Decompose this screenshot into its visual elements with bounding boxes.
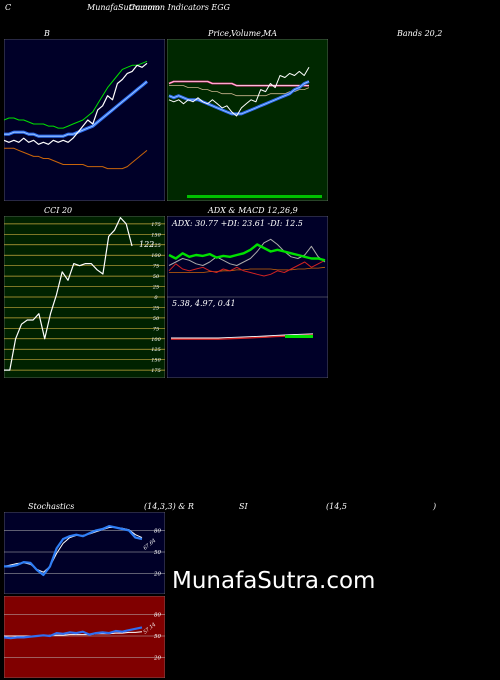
osc-tick-label: 50 xyxy=(154,550,161,556)
cci-tick-label: 25 xyxy=(152,285,159,291)
adx-line xyxy=(168,243,326,262)
cci-tick-label: 125 xyxy=(151,243,161,249)
cci-tick-label: 50 xyxy=(153,274,160,280)
osc-tick-label: 50 xyxy=(154,634,161,640)
cci-tick-label: 150 xyxy=(151,358,161,364)
cci-tick-label: 175 xyxy=(151,368,161,374)
macd-readout: 5.38, 4.97, 0.41 xyxy=(172,299,236,308)
header-c: C xyxy=(5,3,12,12)
cci-tick-label: 25 xyxy=(152,305,159,311)
title-bands: Bands 20,2 xyxy=(397,29,443,38)
cci-tick-label: 50 xyxy=(153,316,160,322)
title-rsi-close: ) xyxy=(433,502,437,511)
title-si: SI xyxy=(239,502,248,511)
title-stochastics: Stochastics xyxy=(28,502,75,511)
title-ma: MA xyxy=(263,29,277,38)
price-ma-chart xyxy=(167,39,328,201)
title-cci: CCI 20 xyxy=(44,206,73,215)
ma-pink-highlight xyxy=(168,81,309,86)
bb-upper-band xyxy=(4,60,148,129)
cci-tick-label: 100 xyxy=(151,253,161,259)
bb-lower-band xyxy=(4,147,148,170)
bb-price-line xyxy=(4,62,148,145)
osc-tick-label: 20 xyxy=(153,572,161,578)
cci-line xyxy=(4,217,133,371)
cci-tick-label: 0 xyxy=(154,295,158,301)
cci-tick-label: 75 xyxy=(153,264,159,270)
adx-readout: ADX: 30.77 +DI: 23.61 -DI: 12.5 xyxy=(172,219,303,228)
volume-bars xyxy=(187,195,322,198)
osc-tick-label: 20 xyxy=(153,656,161,662)
title-stoch-params: (14,3,3) & R xyxy=(144,502,194,511)
ma-tan-line xyxy=(169,85,310,97)
cci-tick-label: 125 xyxy=(151,347,161,353)
cci-tick-label: 75 xyxy=(153,326,159,332)
watermark: MunafaSutra.com xyxy=(172,568,376,594)
cci-value-label: 122 xyxy=(139,240,154,249)
header-site: MunafaSutra.com xyxy=(87,3,160,12)
minus-di-line xyxy=(168,259,326,277)
cci-chart: 175 150 125 100 75 50 25 0 25 50 75 100 125 150 175 12… xyxy=(4,216,165,378)
cci-tick-label: 100 xyxy=(151,337,161,343)
title-rsi-params: (14,5 xyxy=(326,502,347,511)
macd-histogram xyxy=(285,335,313,338)
title-price: Price, xyxy=(208,29,232,38)
header-subtitle: Common Indicators EGG xyxy=(129,3,230,12)
osc-tick-label: 80 xyxy=(154,612,161,618)
cci-tick-label: 175 xyxy=(151,222,161,228)
macd-line xyxy=(171,333,314,339)
title-adx-macd: ADX & MACD 12,26,9 xyxy=(208,206,298,215)
osc-main-line xyxy=(4,525,143,577)
title-volume: Volume, xyxy=(231,29,264,38)
price-line xyxy=(168,67,310,117)
ma-blue-highlight xyxy=(168,81,310,115)
adx-macd-chart xyxy=(167,216,328,378)
osc-tick-label: 80 xyxy=(154,528,161,534)
adx-orange-line xyxy=(169,266,326,273)
bollinger-chart xyxy=(4,39,165,201)
plus-di-line xyxy=(168,238,326,266)
cci-tick-label: 150 xyxy=(151,232,161,238)
title-bollinger: B xyxy=(44,29,50,38)
bb-middle-highlight xyxy=(4,81,148,137)
osc-main-line xyxy=(4,626,143,640)
